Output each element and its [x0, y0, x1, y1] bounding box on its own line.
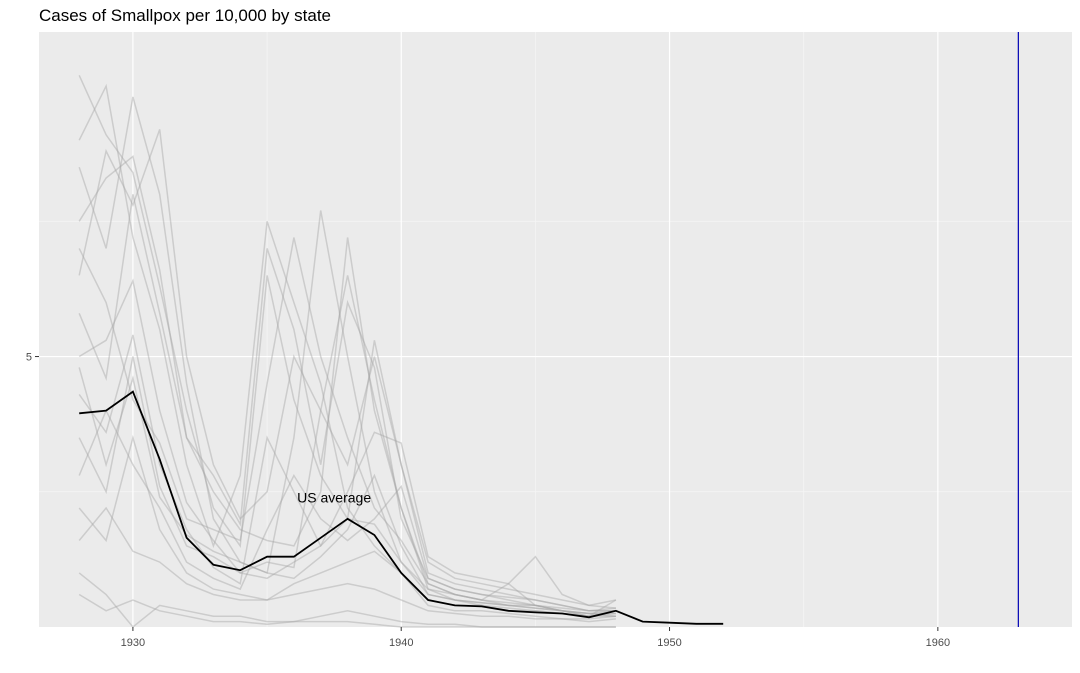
state-series-line — [78, 194, 616, 612]
us-average-line — [79, 390, 724, 625]
chart-title: Cases of Smallpox per 10,000 by state — [39, 6, 331, 25]
x-tick-label: 1930 — [121, 637, 145, 649]
state-series-line — [78, 275, 616, 617]
state-series-line — [78, 593, 616, 628]
gridlines — [39, 32, 1072, 627]
state-series-line — [78, 367, 616, 617]
state-series-line — [78, 129, 616, 612]
state-series-group — [78, 74, 617, 629]
y-tick-label: 5 — [26, 352, 32, 364]
state-series-line — [78, 572, 616, 629]
state-series-line — [78, 83, 616, 620]
state-series-line — [78, 434, 617, 617]
us-average-annotation: US average — [297, 490, 371, 506]
state-series-line — [78, 356, 616, 609]
x-tick-label: 1940 — [389, 637, 413, 649]
state-series-line — [78, 408, 617, 617]
axis-ticks: 1930 1940 1950 1960 5 — [26, 352, 950, 649]
x-tick-label: 1950 — [657, 637, 681, 649]
us-average-group — [79, 390, 724, 625]
state-series-line — [78, 155, 616, 615]
x-tick-label: 1960 — [926, 637, 950, 649]
state-series-line — [78, 506, 616, 623]
plot-panel — [39, 32, 1072, 627]
state-series-line — [78, 237, 616, 612]
state-series-line — [78, 96, 616, 615]
